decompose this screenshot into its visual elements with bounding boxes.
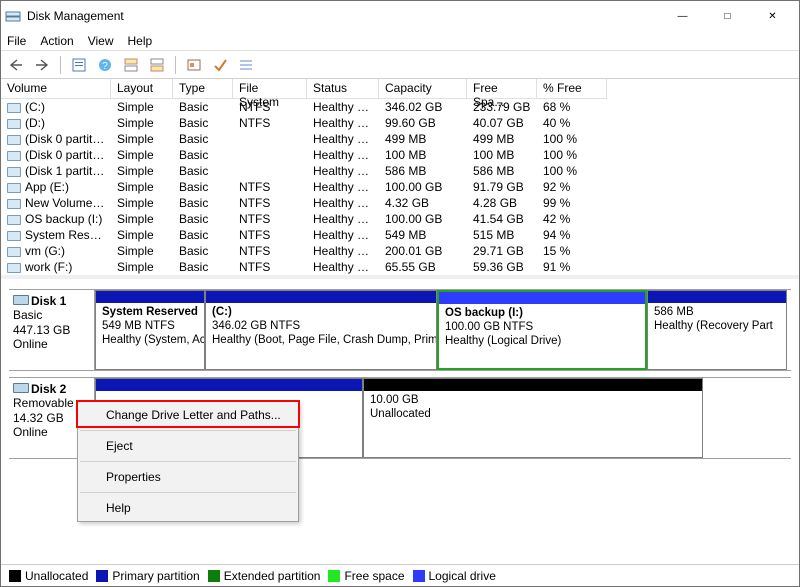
legend: Unallocated Primary partition Extended p… [1,564,799,586]
legend-freespace-label: Free space [344,569,404,583]
window-buttons: — □ ✕ [660,1,795,31]
table-row[interactable]: (Disk 0 partition 2)SimpleBasicHealthy (… [1,147,799,163]
disk2-type: Removable [13,396,74,410]
maximize-button[interactable]: □ [705,1,750,31]
view-bottom-button[interactable] [146,54,168,76]
disk-icon [13,383,29,393]
volume-icon [7,167,21,177]
disk1-type: Basic [13,308,42,322]
back-button[interactable] [5,54,27,76]
cm-separator [80,461,296,462]
volume-icon [7,231,21,241]
partition[interactable]: 586 MBHealthy (Recovery Part [647,290,787,370]
disk2-status: Online [13,425,48,439]
action-button[interactable] [209,54,231,76]
table-row[interactable]: (C:)SimpleBasicNTFSHealthy (B...346.02 G… [1,99,799,115]
cm-properties[interactable]: Properties [78,464,298,490]
table-row[interactable]: (Disk 0 partition 1)SimpleBasicHealthy (… [1,131,799,147]
minimize-button[interactable]: — [660,1,705,31]
disk2-name: Disk 2 [31,382,66,396]
cm-separator [80,492,296,493]
disk1-size: 447.13 GB [13,323,70,337]
legend-freespace: Free space [328,569,404,583]
col-type[interactable]: Type [173,79,233,99]
legend-logical-label: Logical drive [429,569,496,583]
col-fs[interactable]: File System [233,79,307,99]
volume-list: Volume Layout Type File System Status Ca… [1,79,799,279]
context-menu: Change Drive Letter and Paths... Eject P… [77,401,299,522]
table-row[interactable]: System ReservedSimpleBasicNTFSHealthy (S… [1,227,799,243]
cm-separator [80,430,296,431]
disk-management-window: Disk Management — □ ✕ File Action View H… [0,0,800,587]
table-row[interactable]: OS backup (I:)SimpleBasicNTFSHealthy (L.… [1,211,799,227]
svg-text:?: ? [102,61,108,72]
table-row[interactable]: (D:)SimpleBasicNTFSHealthy (B...99.60 GB… [1,115,799,131]
volume-icon [7,183,21,193]
cm-eject[interactable]: Eject [78,433,298,459]
volume-icon [7,103,21,113]
volume-icon [7,263,21,273]
legend-primary-label: Primary partition [112,569,199,583]
table-row[interactable]: work (F:)SimpleBasicNTFSHealthy (L...65.… [1,259,799,275]
table-row[interactable]: App (E:)SimpleBasicNTFSHealthy (L...100.… [1,179,799,195]
disk-icon [13,295,29,305]
app-icon [5,8,21,24]
menu-view[interactable]: View [88,34,114,48]
col-pct[interactable]: % Free [537,79,607,99]
cm-help[interactable]: Help [78,495,298,521]
disk1-status: Online [13,337,48,351]
volume-icon [7,215,21,225]
col-free[interactable]: Free Spa... [467,79,537,99]
cm-change-drive-letter[interactable]: Change Drive Letter and Paths... [78,402,298,428]
menu-action[interactable]: Action [40,34,73,48]
volume-icon [7,151,21,161]
close-button[interactable]: ✕ [750,1,795,31]
list-button[interactable] [235,54,257,76]
toolbar-divider [60,56,61,74]
disk1-label[interactable]: Disk 1 Basic 447.13 GB Online [9,290,95,370]
legend-unallocated-label: Unallocated [25,569,88,583]
col-layout[interactable]: Layout [111,79,173,99]
toolbar-divider [175,56,176,74]
col-status[interactable]: Status [307,79,379,99]
legend-logical: Logical drive [413,569,496,583]
partition[interactable]: 10.00 GBUnallocated [363,378,703,458]
partition[interactable]: System Reserved549 MB NTFSHealthy (Syste… [95,290,205,370]
table-row[interactable]: vm (G:)SimpleBasicNTFSHealthy (L...200.0… [1,243,799,259]
menubar: File Action View Help [1,31,799,51]
volume-icon [7,135,21,145]
legend-extended-label: Extended partition [224,569,321,583]
col-cap[interactable]: Capacity [379,79,467,99]
properties-button[interactable] [68,54,90,76]
view-top-button[interactable] [120,54,142,76]
help-toolbar-button[interactable]: ? [94,54,116,76]
window-title: Disk Management [27,9,660,23]
legend-primary: Primary partition [96,569,199,583]
volume-rows: (C:)SimpleBasicNTFSHealthy (B...346.02 G… [1,99,799,275]
col-volume[interactable]: Volume [1,79,111,99]
titlebar: Disk Management — □ ✕ [1,1,799,31]
disk-row-1: Disk 1 Basic 447.13 GB Online System Res… [9,289,791,371]
disk1-partitions: System Reserved549 MB NTFSHealthy (Syste… [95,290,791,370]
settings-button[interactable] [183,54,205,76]
menu-file[interactable]: File [7,34,26,48]
disk2-size: 14.32 GB [13,411,64,425]
volume-header-row: Volume Layout Type File System Status Ca… [1,79,799,99]
volume-icon [7,247,21,257]
partition[interactable]: OS backup (I:)100.00 GB NTFSHealthy (Log… [437,290,647,370]
disk1-name: Disk 1 [31,294,66,308]
volume-icon [7,119,21,129]
table-row[interactable]: New Volume (J:)SimpleBasicNTFSHealthy (P… [1,195,799,211]
toolbar: ? [1,51,799,79]
volume-icon [7,199,21,209]
menu-help[interactable]: Help [128,34,153,48]
partition[interactable]: (C:)346.02 GB NTFSHealthy (Boot, Page Fi… [205,290,437,370]
forward-button[interactable] [31,54,53,76]
legend-extended: Extended partition [208,569,321,583]
table-row[interactable]: (Disk 1 partition 3)SimpleBasicHealthy (… [1,163,799,179]
legend-unallocated: Unallocated [9,569,88,583]
